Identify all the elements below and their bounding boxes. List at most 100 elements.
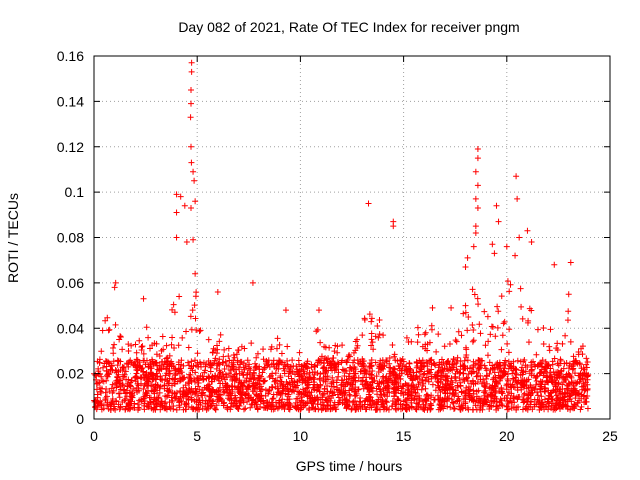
data-point	[464, 254, 471, 261]
data-point	[98, 348, 105, 355]
data-point	[222, 358, 229, 365]
data-point	[223, 374, 230, 381]
data-point	[330, 379, 337, 386]
x-tick-label: 20	[499, 428, 515, 444]
data-point	[575, 348, 582, 355]
data-point	[110, 350, 117, 357]
data-point	[367, 371, 374, 378]
data-point	[264, 362, 271, 369]
data-point	[491, 250, 498, 257]
data-point	[498, 367, 505, 374]
data-point	[220, 359, 227, 366]
data-point	[428, 326, 435, 333]
data-point	[358, 363, 365, 370]
data-point	[465, 314, 472, 321]
data-point	[507, 281, 514, 288]
data-point	[274, 385, 281, 392]
data-point	[172, 395, 179, 402]
data-point	[206, 385, 213, 392]
data-point	[399, 356, 406, 363]
data-point	[415, 401, 422, 408]
data-point	[462, 389, 469, 396]
data-point	[188, 358, 195, 365]
data-point	[491, 364, 498, 371]
data-point	[170, 301, 177, 308]
data-point	[505, 349, 512, 356]
data-point	[344, 402, 351, 409]
data-point	[244, 369, 251, 376]
data-point	[136, 359, 143, 366]
data-point	[442, 372, 449, 379]
data-point	[138, 346, 145, 353]
data-point	[472, 223, 479, 230]
data-point	[400, 398, 407, 405]
data-point	[314, 326, 321, 333]
data-point	[373, 404, 380, 411]
x-tick-label: 10	[293, 428, 309, 444]
data-point	[317, 339, 324, 346]
data-point	[474, 182, 481, 189]
data-point	[189, 307, 196, 314]
data-point	[280, 387, 287, 394]
data-point	[383, 398, 390, 405]
data-point	[487, 397, 494, 404]
data-point	[305, 406, 312, 413]
data-point	[331, 348, 338, 355]
data-point	[268, 406, 275, 413]
data-point	[522, 368, 529, 375]
data-point	[120, 382, 127, 389]
data-point	[422, 377, 429, 384]
data-point	[315, 406, 322, 413]
data-point	[260, 378, 267, 385]
data-point	[521, 390, 528, 397]
data-point	[581, 382, 588, 389]
data-point	[436, 359, 443, 366]
data-point	[202, 363, 209, 370]
data-point	[314, 382, 321, 389]
data-point	[442, 381, 449, 388]
data-point	[572, 379, 579, 386]
data-point	[538, 369, 545, 376]
data-point	[437, 389, 444, 396]
data-point	[458, 332, 465, 339]
data-point	[317, 370, 324, 377]
data-point	[257, 386, 264, 393]
data-point	[165, 358, 172, 365]
data-point	[342, 367, 349, 374]
data-point	[467, 386, 474, 393]
data-point	[216, 356, 223, 363]
data-point	[182, 382, 189, 389]
data-point	[312, 396, 319, 403]
data-point	[219, 380, 226, 387]
data-point	[487, 392, 494, 399]
data-point	[231, 354, 238, 361]
data-point	[180, 406, 187, 413]
data-point	[169, 334, 176, 341]
data-point	[323, 376, 330, 383]
data-point	[447, 404, 454, 411]
data-point	[350, 349, 357, 356]
data-point	[141, 406, 148, 413]
data-point	[314, 370, 321, 377]
data-point	[289, 368, 296, 375]
data-point	[497, 362, 504, 369]
data-point	[186, 362, 193, 369]
data-point	[243, 375, 250, 382]
data-point	[344, 357, 351, 364]
data-point	[92, 372, 99, 379]
data-point	[425, 376, 432, 383]
data-point	[171, 309, 178, 316]
data-point	[362, 368, 369, 375]
data-point	[438, 356, 445, 363]
data-point	[232, 394, 239, 401]
data-point	[321, 390, 328, 397]
data-point	[190, 236, 197, 243]
data-point	[578, 365, 585, 372]
data-point	[530, 358, 537, 365]
data-point	[154, 400, 161, 407]
data-point	[390, 388, 397, 395]
data-point	[564, 405, 571, 412]
data-point	[553, 405, 560, 412]
data-point	[250, 380, 257, 387]
data-point	[561, 360, 568, 367]
